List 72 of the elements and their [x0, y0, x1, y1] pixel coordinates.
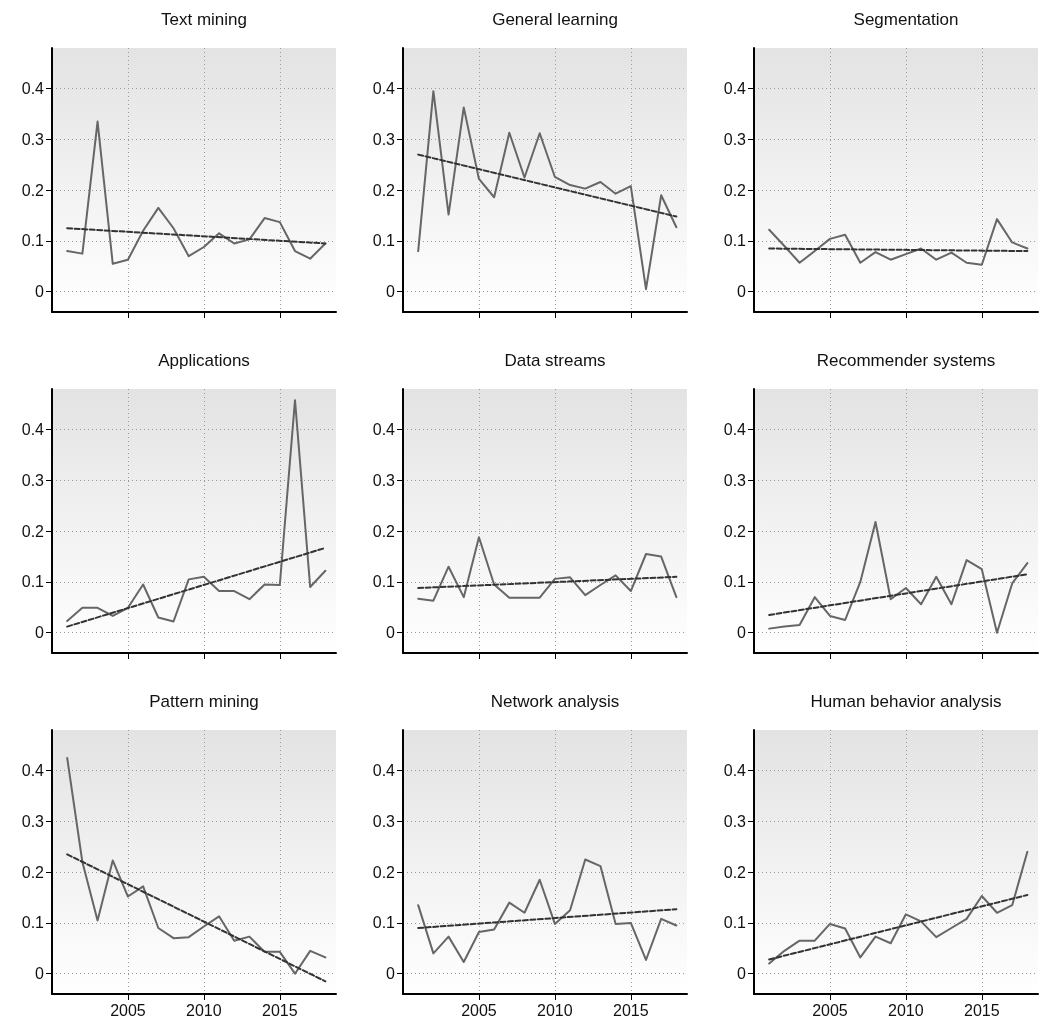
chart-title: Pattern mining — [149, 692, 259, 711]
y-tick-label: 0.4 — [723, 762, 747, 780]
chart-title: Human behavior analysis — [810, 692, 1002, 711]
y-tick-label: 0.4 — [372, 421, 396, 439]
y-tick-label: 0.3 — [723, 812, 747, 830]
y-tick-label: 0.3 — [723, 471, 747, 489]
chart-title: Data streams — [504, 351, 606, 370]
chart-title: Network analysis — [490, 692, 620, 711]
chart-title: Applications — [158, 351, 250, 370]
y-tick-label: 0 — [386, 624, 396, 642]
line-series — [768, 218, 1029, 266]
line-series — [417, 858, 678, 964]
y-tick-label: 0 — [35, 965, 45, 983]
x-tick-label: 2015 — [262, 1001, 298, 1019]
line-series — [768, 850, 1029, 965]
y-tick-label: 0.3 — [372, 130, 396, 148]
y-tick-label: 0.2 — [372, 181, 396, 199]
y-tick-label: 0.4 — [21, 80, 45, 98]
y-tick-label: 0.3 — [372, 812, 396, 830]
y-tick-label: 0.1 — [723, 573, 747, 591]
y-tick-label: 0.4 — [723, 80, 747, 98]
x-tick-label: 2015 — [613, 1001, 649, 1019]
x-tick-label: 2010 — [537, 1001, 573, 1019]
chart-title: General learning — [492, 10, 618, 29]
y-tick-label: 0.2 — [372, 863, 396, 881]
line-series — [417, 90, 678, 291]
y-tick-label: 0.3 — [372, 471, 396, 489]
y-tick-label: 0 — [35, 283, 45, 301]
y-tick-label: 0.2 — [723, 181, 747, 199]
y-tick-label: 0.4 — [372, 762, 396, 780]
line-series — [66, 399, 327, 623]
y-tick-label: 0.1 — [21, 573, 45, 591]
x-tick-label: 2005 — [110, 1001, 146, 1019]
y-tick-label: 0.3 — [723, 130, 747, 148]
y-tick-label: 0.1 — [372, 573, 396, 591]
line-series — [417, 536, 678, 602]
y-tick-label: 0.3 — [21, 812, 45, 830]
y-tick-label: 0.2 — [21, 522, 45, 540]
y-tick-label: 0.1 — [723, 914, 747, 932]
y-tick-label: 0.4 — [723, 421, 747, 439]
y-tick-label: 0.2 — [21, 863, 45, 881]
y-tick-label: 0.1 — [723, 232, 747, 250]
chart-title: Segmentation — [853, 10, 959, 29]
y-tick-label: 0 — [737, 283, 747, 301]
x-tick-label: 2010 — [186, 1001, 222, 1019]
line-series — [66, 756, 327, 975]
y-tick-label: 0 — [737, 965, 747, 983]
y-tick-label: 0 — [35, 624, 45, 642]
y-tick-label: 0.2 — [723, 863, 747, 881]
y-tick-label: 0.4 — [21, 762, 45, 780]
line-series — [768, 521, 1029, 634]
y-tick-label: 0.4 — [21, 421, 45, 439]
y-tick-label: 0.3 — [21, 130, 45, 148]
y-tick-label: 0.1 — [21, 232, 45, 250]
y-tick-label: 0 — [386, 283, 396, 301]
y-tick-label: 0.2 — [723, 522, 747, 540]
y-tick-label: 0.1 — [21, 914, 45, 932]
x-tick-label: 2010 — [888, 1001, 924, 1019]
chart-title: Recommender systems — [816, 351, 996, 370]
x-tick-label: 2005 — [812, 1001, 848, 1019]
y-tick-label: 0 — [737, 624, 747, 642]
y-tick-label: 0.2 — [372, 522, 396, 540]
y-tick-label: 0.4 — [372, 80, 396, 98]
y-tick-label: 0.3 — [21, 471, 45, 489]
y-tick-label: 0.1 — [372, 914, 396, 932]
y-tick-label: 0 — [386, 965, 396, 983]
chart-title: Text mining — [161, 10, 247, 29]
x-tick-label: 2005 — [461, 1001, 497, 1019]
line-series — [66, 120, 327, 265]
x-tick-label: 2015 — [964, 1001, 1000, 1019]
y-tick-label: 0.1 — [372, 232, 396, 250]
y-tick-label: 0.2 — [21, 181, 45, 199]
